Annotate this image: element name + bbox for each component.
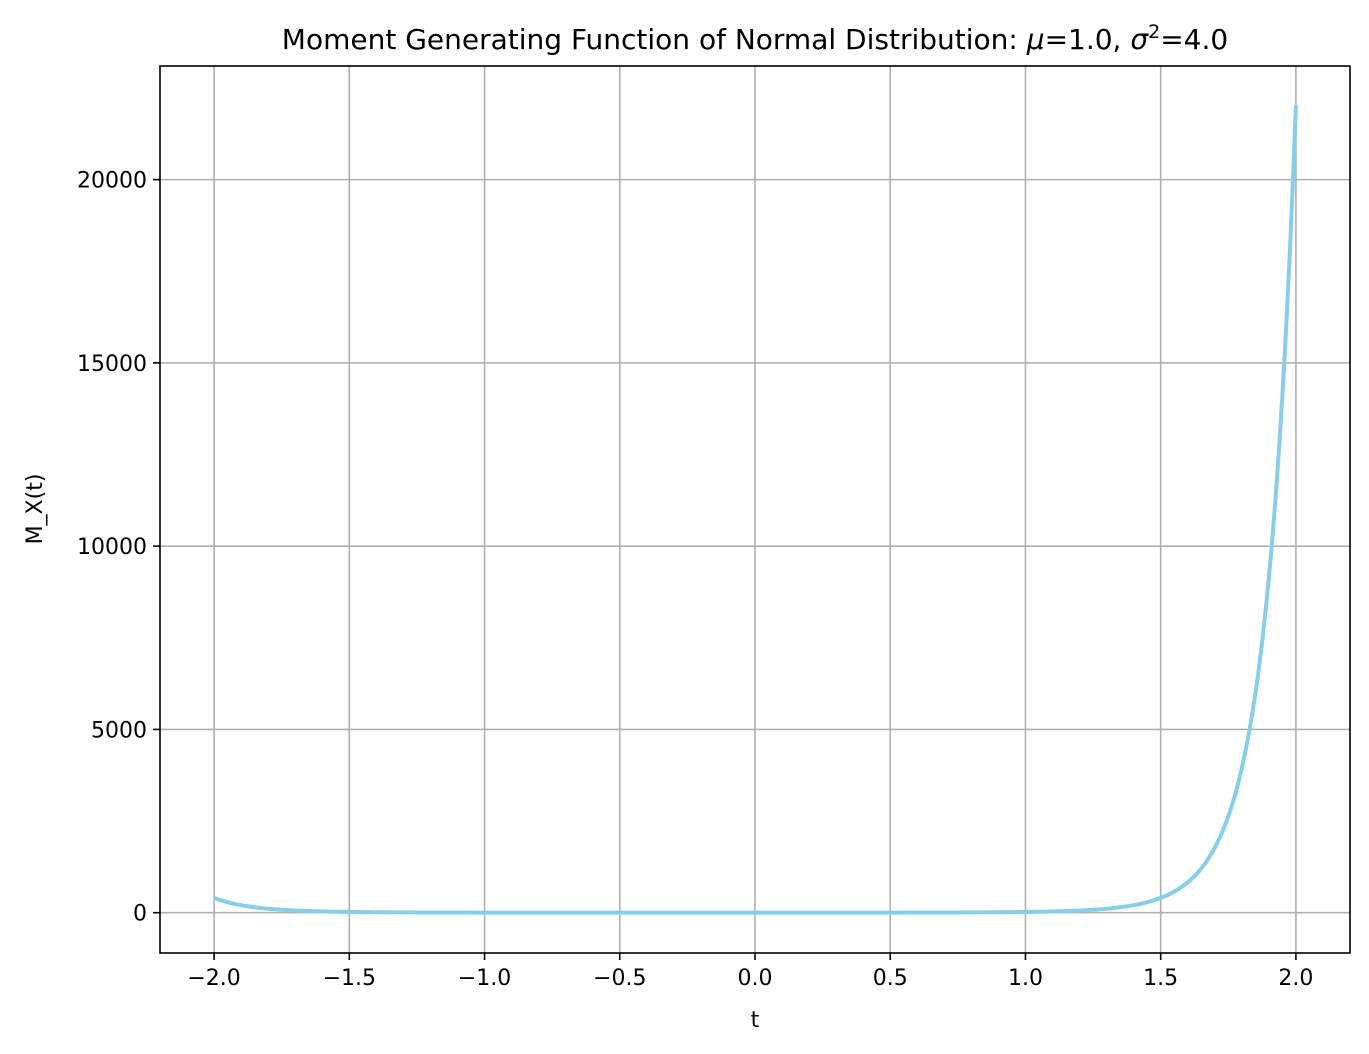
x-axis-label: t [751,1008,760,1033]
x-tick-label: 1.5 [1143,966,1178,991]
x-axis-ticks: −2.0 −1.5 −1.0 −0.5 0.0 0.5 1.0 1.5 2.0 [187,953,1313,991]
chart-title: Moment Generating Function of Normal Dis… [282,21,1228,56]
y-tick-label: 20000 [77,169,147,194]
y-axis-ticks: 0 5000 10000 15000 20000 [77,169,160,927]
x-tick-label: −0.5 [593,966,646,991]
x-tick-label: −1.0 [458,966,511,991]
x-tick-label: 1.0 [1008,966,1043,991]
y-tick-label: 0 [133,902,147,927]
y-tick-label: 15000 [77,352,147,377]
y-tick-label: 10000 [77,535,147,560]
x-tick-label: 0.0 [738,966,773,991]
x-tick-label: −1.5 [323,966,376,991]
y-axis-label: M_X(t) [23,474,48,545]
series-layer [213,105,1298,915]
x-tick-label: 2.0 [1278,966,1313,991]
x-tick-label: −2.0 [187,966,240,991]
y-tick-label: 5000 [91,718,147,743]
x-tick-label: 0.5 [873,966,908,991]
mgf-series-line [213,105,1298,915]
